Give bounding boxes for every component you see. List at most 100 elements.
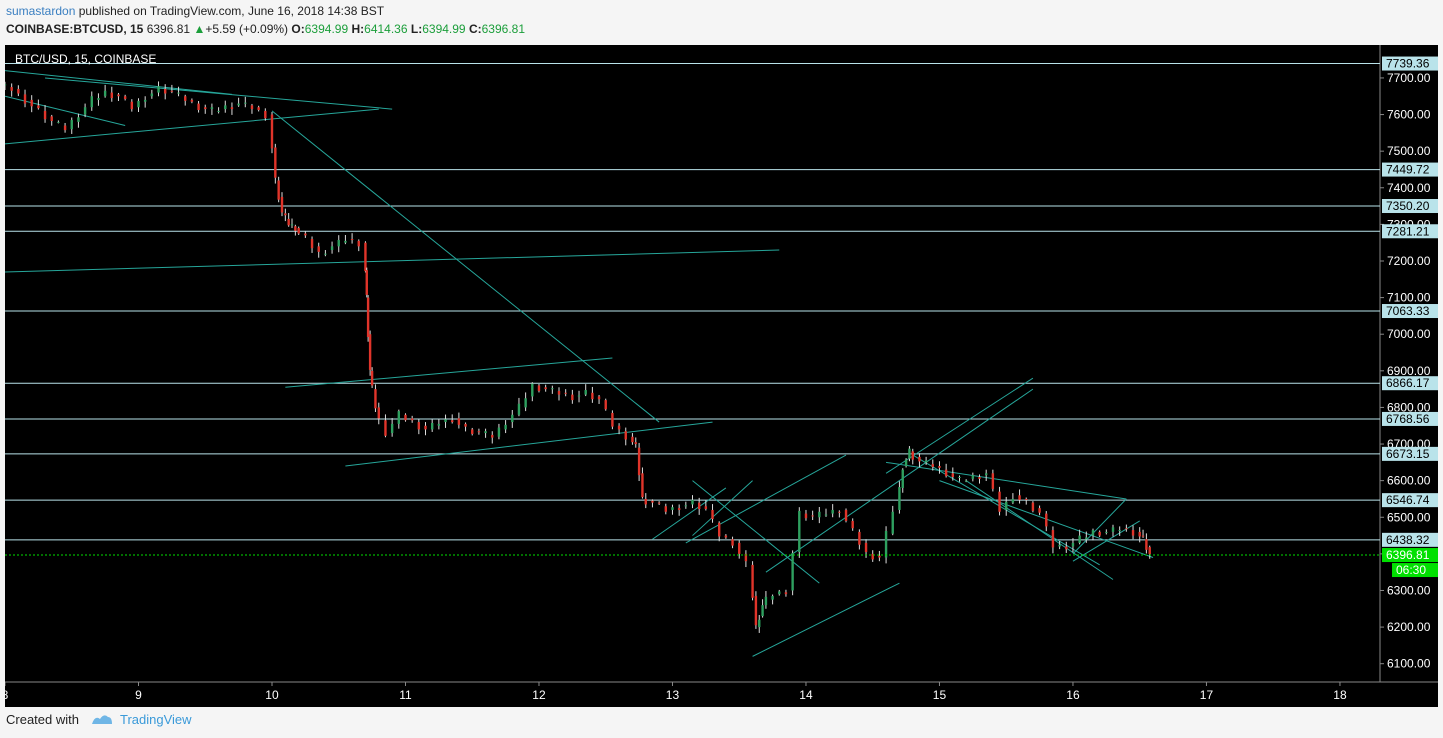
candle-body bbox=[63, 125, 67, 131]
tradingview-logo-icon bbox=[91, 713, 113, 728]
candle-body bbox=[724, 535, 728, 538]
candle-body bbox=[557, 390, 561, 395]
x-tick-label: 17 bbox=[1200, 688, 1214, 702]
candle-body bbox=[537, 385, 541, 391]
candle-body bbox=[1148, 547, 1151, 555]
trend-line bbox=[885, 461, 1127, 500]
candle-body bbox=[471, 429, 474, 434]
candle-body bbox=[1091, 530, 1095, 536]
candle-body bbox=[651, 500, 654, 503]
candle-body bbox=[184, 96, 187, 101]
candle-body bbox=[871, 553, 874, 560]
candle-body bbox=[738, 542, 741, 554]
candle-body bbox=[951, 473, 955, 477]
candle-body bbox=[424, 425, 427, 430]
candle-body bbox=[544, 387, 547, 390]
candle-body bbox=[631, 436, 634, 443]
candle-body bbox=[491, 434, 494, 438]
last-price-box bbox=[1382, 548, 1438, 563]
candle-body bbox=[624, 431, 627, 440]
candle-body bbox=[758, 619, 761, 628]
price-level-label: 7739.36 bbox=[1386, 57, 1430, 71]
candle-body bbox=[337, 239, 340, 247]
candle-body bbox=[143, 99, 147, 102]
candle-body bbox=[17, 88, 20, 94]
candle-body bbox=[1025, 498, 1028, 500]
candle-body bbox=[811, 515, 814, 517]
candle-body bbox=[457, 418, 461, 425]
publish-info: sumastardon published on TradingView.com… bbox=[6, 4, 384, 18]
candle-body bbox=[274, 147, 277, 178]
y-tick-label: 7100.00 bbox=[1387, 291, 1431, 305]
last-price-label: 6396.81 bbox=[1386, 548, 1430, 562]
candle-body bbox=[257, 107, 260, 110]
candle-body bbox=[878, 555, 881, 558]
candle-body bbox=[1131, 530, 1135, 536]
candle-body bbox=[210, 107, 214, 110]
candle-body bbox=[1098, 531, 1101, 536]
chart-panel[interactable]: 7700.007600.007500.007400.007300.007200.… bbox=[5, 45, 1438, 707]
candle-body bbox=[384, 420, 387, 436]
x-tick-label: 14 bbox=[799, 688, 813, 702]
candle-body bbox=[744, 553, 748, 562]
candle-body bbox=[771, 595, 774, 600]
last-price: 6396.81 bbox=[146, 22, 191, 36]
candle-body bbox=[117, 94, 120, 97]
candle-body bbox=[23, 94, 27, 104]
candle-body bbox=[190, 99, 194, 102]
candle-body bbox=[798, 510, 801, 553]
candle-body bbox=[891, 511, 894, 534]
candle-body bbox=[764, 596, 768, 606]
candle-body bbox=[370, 370, 374, 386]
trend-line bbox=[285, 357, 613, 388]
price-level-box bbox=[1382, 376, 1438, 391]
trend-line bbox=[5, 95, 126, 127]
candle-body bbox=[838, 511, 841, 513]
candle-body bbox=[250, 105, 254, 110]
candle-body bbox=[264, 110, 267, 119]
low-label: L: bbox=[410, 22, 423, 36]
price-level-label: 7350.20 bbox=[1386, 199, 1430, 213]
candle-body bbox=[444, 419, 447, 423]
x-tick-label: 8 bbox=[5, 688, 9, 702]
trend-line bbox=[652, 487, 727, 540]
y-tick-label: 6800.00 bbox=[1387, 400, 1431, 414]
candle-body bbox=[484, 431, 487, 434]
published-text: published on TradingView.com, June 16, 2… bbox=[78, 4, 385, 18]
tradingview-link[interactable]: TradingView bbox=[120, 712, 192, 727]
x-tick-label: 9 bbox=[135, 688, 142, 702]
candle-body bbox=[564, 392, 567, 394]
candle-body bbox=[397, 411, 401, 424]
candle-body bbox=[157, 86, 160, 93]
candle-body bbox=[924, 460, 928, 463]
trend-line bbox=[692, 480, 753, 536]
candle-body bbox=[287, 218, 290, 226]
candle-body bbox=[350, 239, 354, 241]
x-tick-label: 15 bbox=[933, 688, 947, 702]
y-tick-label: 7500.00 bbox=[1387, 144, 1431, 158]
candle-body bbox=[1031, 502, 1035, 511]
candle-body bbox=[778, 591, 781, 595]
candle-body bbox=[224, 105, 227, 110]
candle-body bbox=[524, 398, 527, 408]
candle-body bbox=[1018, 495, 1021, 500]
candle-body bbox=[317, 246, 320, 252]
x-tick-label: 10 bbox=[265, 688, 279, 702]
candle-body bbox=[898, 487, 901, 510]
candle-body bbox=[217, 110, 220, 112]
candle-body bbox=[366, 297, 370, 337]
candle-body bbox=[1005, 501, 1008, 510]
candle-body bbox=[844, 509, 848, 521]
y-tick-label: 7200.00 bbox=[1387, 254, 1431, 268]
candle-body bbox=[197, 103, 200, 110]
candle-body bbox=[971, 475, 975, 479]
author-link[interactable]: sumastardon bbox=[6, 4, 76, 18]
price-level-label: 6768.56 bbox=[1386, 412, 1430, 426]
created-with-text: Created with bbox=[6, 712, 79, 727]
candle-body bbox=[477, 431, 481, 433]
price-chart[interactable]: 7700.007600.007500.007400.007300.007200.… bbox=[5, 45, 1438, 707]
candle-body bbox=[904, 459, 908, 467]
candle-body bbox=[290, 224, 294, 226]
trend-line bbox=[5, 249, 780, 273]
candle-body bbox=[991, 473, 995, 489]
